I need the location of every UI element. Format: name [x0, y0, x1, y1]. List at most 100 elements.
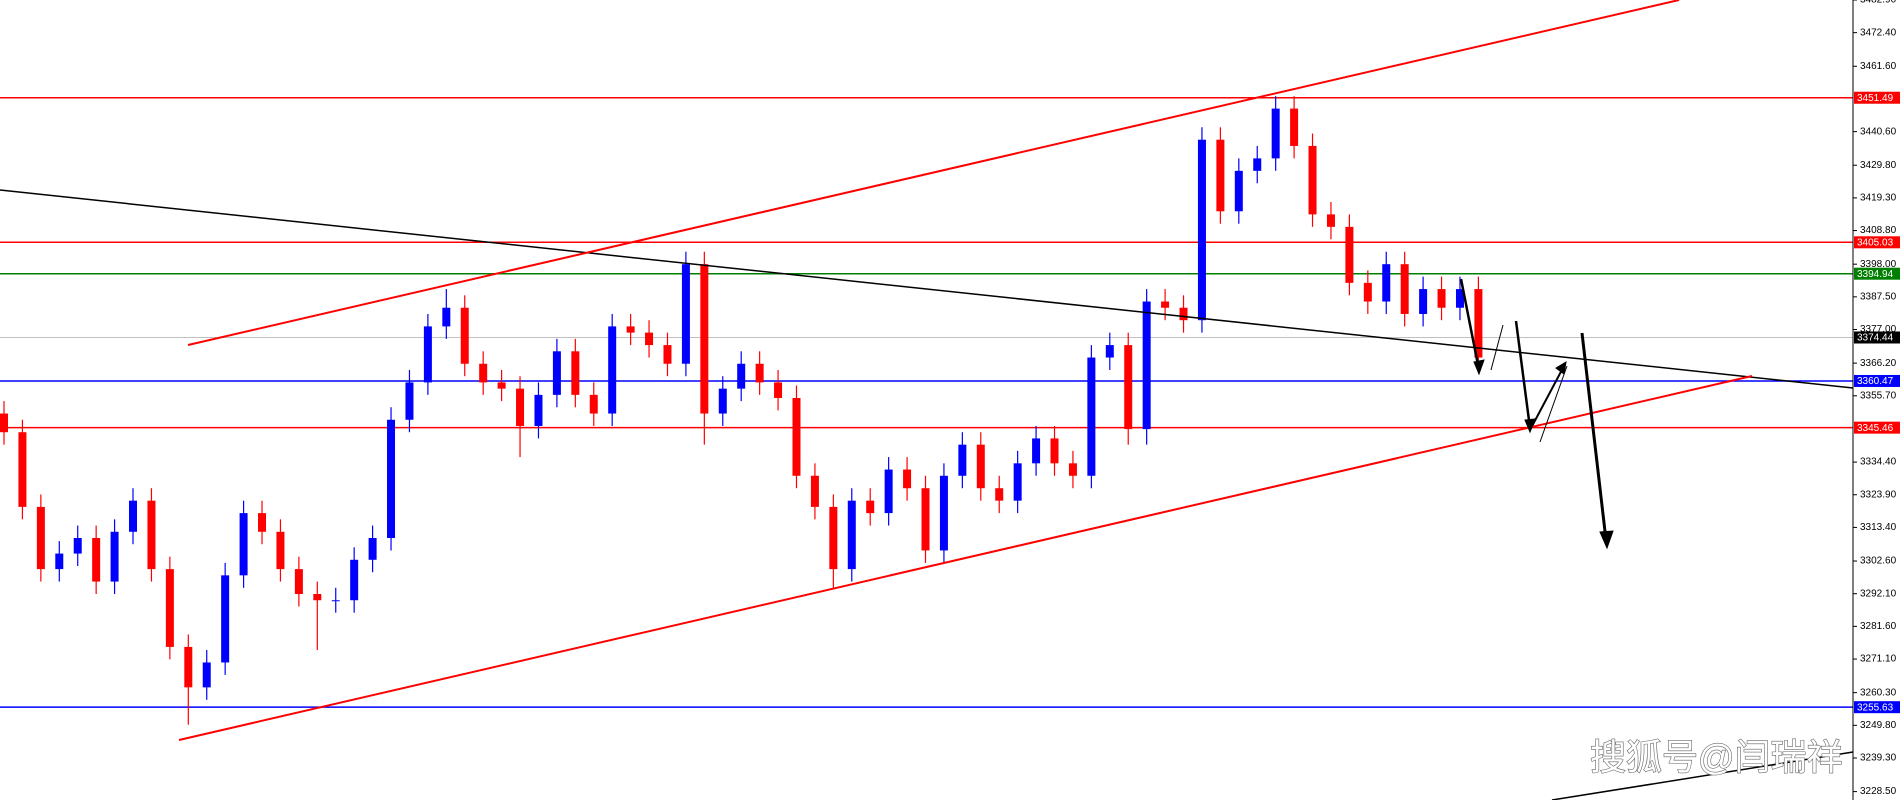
y-tick-label: 3249.80: [1860, 720, 1897, 731]
candle-body: [294, 569, 303, 595]
candle-body: [995, 488, 1004, 501]
y-tick-label: 3323.90: [1860, 489, 1897, 500]
candle-body: [571, 351, 580, 395]
candle-body: [903, 469, 912, 489]
y-tick-label: 3313.40: [1860, 522, 1897, 533]
candle-body: [718, 388, 727, 414]
candle-body: [534, 394, 543, 426]
candle-body: [847, 500, 856, 570]
candle-body: [1253, 158, 1262, 171]
y-tick-label: 3398.00: [1860, 259, 1897, 270]
candle-body: [1068, 463, 1077, 476]
trend-lines: [0, 0, 1854, 800]
y-tick-label: 3482.90: [1860, 0, 1897, 6]
y-tick-label: 3472.40: [1860, 27, 1897, 38]
level-label-box: [1854, 267, 1900, 280]
candle-body: [1142, 301, 1151, 430]
candle-body: [331, 600, 340, 602]
arrows: [1459, 278, 1614, 550]
candle-body: [129, 500, 138, 532]
level-label: 3451.49: [1857, 93, 1894, 104]
candles: [0, 96, 1483, 725]
candle-body: [1382, 264, 1391, 302]
y-tick-label: 3228.50: [1860, 786, 1897, 797]
candle-body: [110, 531, 119, 582]
y-tick-label: 3334.40: [1860, 457, 1897, 468]
candle-body: [737, 363, 746, 389]
level-label-box: [1854, 331, 1900, 344]
candle-body: [1419, 289, 1428, 314]
candle-body: [552, 351, 561, 395]
candle-body: [884, 469, 893, 514]
candle-body: [350, 559, 359, 601]
candle-body: [1234, 170, 1243, 212]
y-tick-label: 3377.00: [1860, 324, 1897, 335]
candle-body: [1400, 264, 1409, 314]
arrow: [1539, 365, 1568, 443]
candle-body: [1197, 139, 1206, 321]
level-label: 3360.47: [1857, 376, 1894, 387]
arrow-head: [1473, 359, 1485, 376]
candle-body: [442, 307, 451, 327]
y-tick-label: 3355.70: [1860, 390, 1897, 401]
level-label: 3255.63: [1857, 702, 1894, 713]
candle-body: [18, 432, 27, 507]
y-tick-label: 3260.30: [1860, 687, 1897, 698]
candle-body: [866, 500, 875, 514]
candle-body: [0, 413, 8, 433]
candle-body: [1087, 357, 1096, 476]
y-tick-label: 3440.60: [1860, 126, 1897, 137]
candle-body: [1105, 345, 1114, 358]
arrow: [1529, 365, 1565, 431]
candle-body: [1050, 438, 1059, 464]
y-tick-label: 3419.30: [1860, 193, 1897, 204]
candle-body: [497, 382, 506, 389]
candle-body: [1013, 463, 1022, 501]
candle-body: [516, 388, 525, 426]
candle-body: [479, 363, 488, 383]
candle-body: [1179, 307, 1188, 321]
candle-body: [423, 326, 432, 383]
candle-body: [626, 326, 635, 333]
candle-body: [939, 475, 948, 551]
level-label: 3374.44: [1857, 333, 1894, 344]
level-label-box: [1854, 374, 1900, 387]
candle-body: [700, 264, 709, 414]
candle-body: [755, 363, 764, 383]
candle-body: [1474, 289, 1483, 358]
candle-body: [976, 444, 985, 489]
watermark: 搜狐号@闫瑞祥: [1590, 737, 1843, 778]
candle-body: [1290, 108, 1299, 146]
channel-lower: [178, 375, 1753, 741]
candle-body: [1363, 282, 1372, 302]
candle-body: [1216, 139, 1225, 212]
candle-body: [608, 326, 617, 414]
arrow: [1459, 278, 1481, 371]
arrow: [1490, 324, 1504, 371]
candle-body: [810, 475, 819, 507]
arrow-head: [1555, 361, 1567, 375]
arrow: [1580, 332, 1608, 541]
candle-body: [663, 345, 672, 364]
level-label: 3394.94: [1857, 269, 1894, 280]
candle-body: [1032, 438, 1041, 464]
candle-body: [73, 538, 82, 554]
candle-body: [774, 382, 783, 398]
candle-body: [645, 332, 654, 346]
level-label-box: [1854, 701, 1900, 714]
candle-body: [1326, 214, 1335, 227]
candle-body: [165, 569, 174, 647]
candle-body: [368, 538, 377, 560]
candle-body: [36, 506, 45, 570]
candle-body: [460, 307, 469, 364]
candle-body: [589, 394, 598, 414]
y-tick-label: 3239.30: [1860, 753, 1897, 764]
axis-ticks: 3482.90 3472.40 3461.60 3440.60 3429.80 3419.…: [1853, 0, 1897, 797]
levels: [0, 96, 1853, 708]
candle-body: [792, 397, 801, 476]
level-label-box: [1854, 91, 1900, 104]
level-label-box: [1854, 236, 1900, 249]
y-tick-label: 3292.10: [1860, 588, 1897, 599]
